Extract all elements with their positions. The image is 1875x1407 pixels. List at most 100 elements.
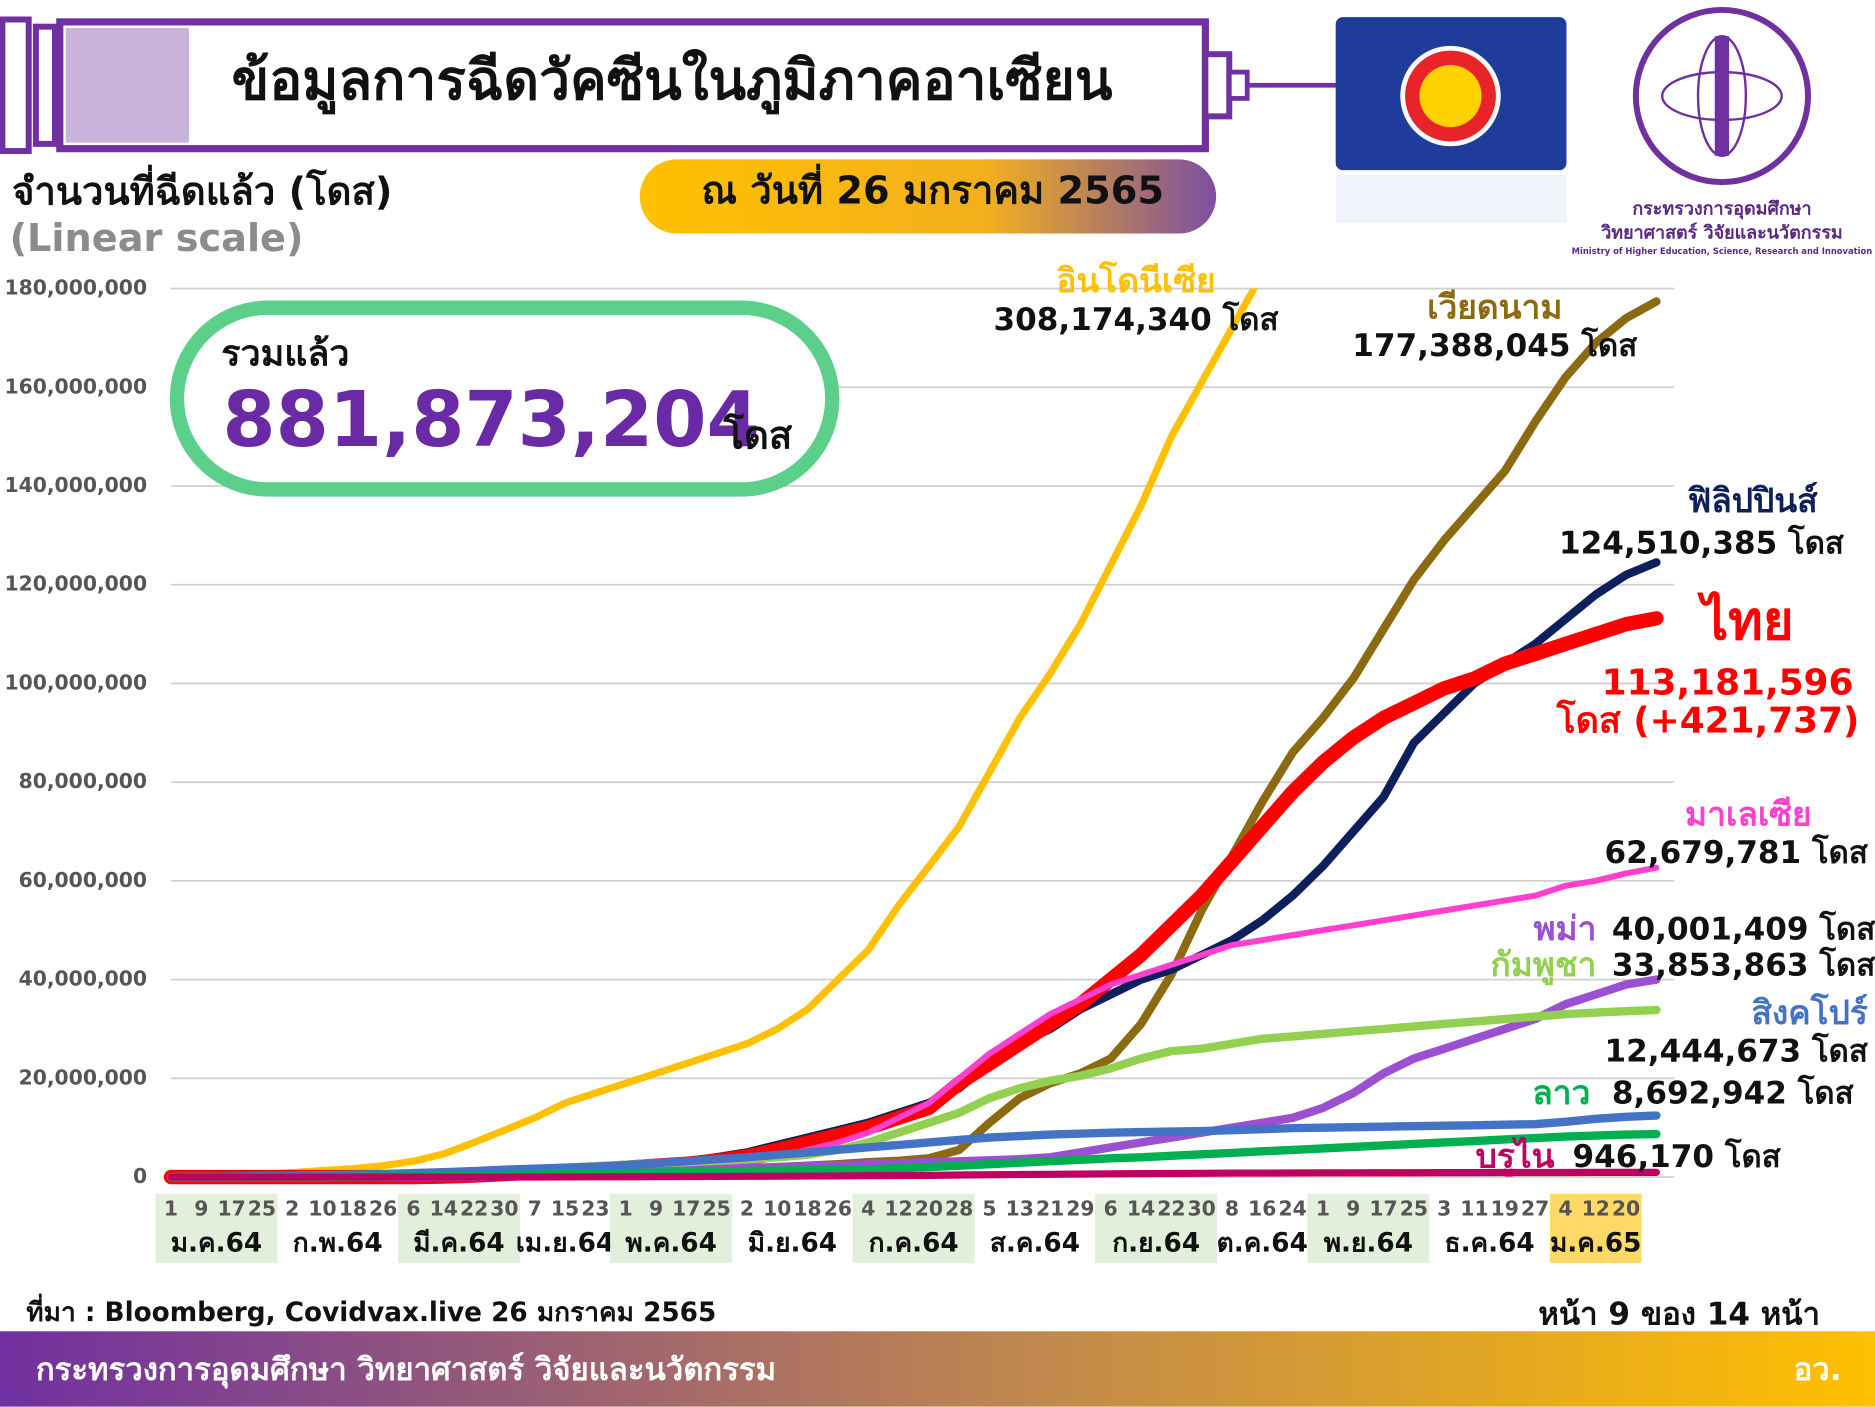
x-tick-label: 30 — [1188, 1196, 1216, 1220]
x-tick-label: 25 — [1400, 1196, 1428, 1220]
x-tick-label: 1 — [1316, 1196, 1330, 1220]
ministry-logo — [1632, 6, 1812, 186]
month-label: มี.ค.64 — [413, 1228, 505, 1258]
x-tick-label: 22 — [1157, 1196, 1185, 1220]
x-tick-label: 12 — [1582, 1196, 1610, 1220]
total-label: 62,679,781 โดส — [1605, 833, 1868, 871]
footer-text: กระทรวงการอุดมศึกษา วิทยาศาสตร์ วิจัยและ… — [36, 1352, 776, 1389]
month-band — [155, 1193, 278, 1264]
logo-text: วิทยาศาสตร์ วิจัยและนวัตกรรม — [1600, 222, 1842, 244]
x-tick-label: 8 — [1225, 1196, 1239, 1220]
x-tick-label: 10 — [308, 1196, 336, 1220]
month-label: ก.พ.64 — [293, 1228, 383, 1258]
series-line — [166, 1005, 1661, 1182]
y-tick-label: 100,000,000 — [4, 670, 147, 694]
month-band — [610, 1193, 733, 1264]
y-tick-label: 20,000,000 — [19, 1065, 148, 1089]
x-tick-label: 4 — [861, 1196, 875, 1220]
x-tick-label: 9 — [1346, 1196, 1360, 1220]
x-tick-label: 11 — [1460, 1196, 1488, 1220]
x-tick-label: 6 — [406, 1196, 420, 1220]
x-tick-label: 16 — [1248, 1196, 1276, 1220]
y-tick-label: 180,000,000 — [4, 276, 147, 300]
series-line — [167, 1168, 1660, 1181]
x-tick-label: 7 — [528, 1196, 542, 1220]
month-label: มิ.ย.64 — [748, 1228, 837, 1258]
x-tick-label: 26 — [369, 1196, 397, 1220]
month-band — [397, 1193, 520, 1264]
x-tick-label: 27 — [1521, 1196, 1549, 1220]
y-tick-label: 140,000,000 — [4, 473, 147, 497]
month-label: ม.ค.64 — [171, 1228, 263, 1258]
x-tick-label: 17 — [217, 1196, 245, 1220]
x-tick-label: 12 — [884, 1196, 912, 1220]
month-label: พ.ย.64 — [1324, 1228, 1413, 1258]
series-line — [163, 611, 1664, 1185]
x-tick-label: 13 — [1006, 1196, 1034, 1220]
x-tick-label: 23 — [581, 1196, 609, 1220]
total-unit: โดส — [722, 413, 792, 459]
legend-label: ไทย — [1697, 590, 1794, 652]
total-label: 308,174,340 โดส — [994, 300, 1279, 338]
x-tick-label: 24 — [1278, 1196, 1306, 1220]
syringe — [0, 16, 1337, 155]
series-line — [167, 288, 1259, 1181]
logo-text: กระทรวงการอุดมศึกษา — [1632, 199, 1811, 220]
total-title: รวมแล้ว — [221, 334, 349, 375]
total-label: 12,444,673 โดส — [1605, 1032, 1868, 1070]
plot: 0 20,000,000 40,000,000 60,000,000 80,000,00… — [4, 261, 1875, 1264]
month-label: ก.ย.64 — [1112, 1228, 1200, 1258]
x-tick-label: 2 — [285, 1196, 299, 1220]
month-label: ต.ค.64 — [1217, 1228, 1308, 1258]
x-tick-label: 21 — [1036, 1196, 1064, 1220]
x-tick-label: 20 — [915, 1196, 943, 1220]
y-tick-label: 40,000,000 — [19, 967, 148, 991]
series-group — [163, 288, 1664, 1185]
y-tick-label: 80,000,000 — [19, 769, 148, 793]
x-tick-label: 15 — [551, 1196, 579, 1220]
month-band — [1549, 1193, 1642, 1264]
month-label: ก.ค.64 — [869, 1228, 959, 1258]
footer-short: อว. — [1794, 1352, 1842, 1388]
y-tick-label: 120,000,000 — [4, 572, 147, 596]
x-tick-label: 29 — [1066, 1196, 1094, 1220]
x-tick-label: 10 — [763, 1196, 791, 1220]
x-tick-label: 25 — [702, 1196, 730, 1220]
total-label: 124,510,385 โดส — [1559, 523, 1844, 561]
legend-label: พม่า — [1533, 909, 1596, 948]
x-tick-label: 17 — [672, 1196, 700, 1220]
x-tick-label: 22 — [460, 1196, 488, 1220]
total-label: 8,692,942 โดส — [1612, 1074, 1854, 1112]
date-label: ณ วันที่ 26 มกราคม 2565 — [701, 163, 1163, 213]
month-band — [852, 1193, 975, 1264]
total-label: 40,001,409 โดส — [1612, 910, 1875, 948]
x-tick-label: 14 — [430, 1196, 458, 1220]
x-tick-label: 28 — [945, 1196, 973, 1220]
month-label: เม.ย.64 — [516, 1228, 614, 1258]
x-tick-label: 26 — [824, 1196, 852, 1220]
source: ที่มา : Bloomberg, Covidvax.live 26 มกรา… — [26, 1293, 716, 1328]
x-tick-label: 3 — [1437, 1196, 1451, 1220]
scale-label: (Linear scale) — [10, 216, 304, 261]
month-label: ม.ค.65 — [1550, 1228, 1642, 1258]
legend-label: เวียดนาม — [1427, 287, 1562, 326]
month-band — [1307, 1193, 1430, 1264]
legend-label: ฟิลิปปินส์ — [1687, 481, 1818, 520]
logo-text: Ministry of Higher Education, Science, R… — [1572, 246, 1873, 256]
y-tick-label: 0 — [133, 1164, 147, 1188]
x-tick-label: 5 — [982, 1196, 996, 1220]
total-label: 946,170 โดส — [1572, 1137, 1780, 1175]
x-tick-label: 18 — [339, 1196, 367, 1220]
y-axis-title: จำนวนที่ฉีดแล้ว (โดส) — [12, 165, 392, 215]
legend-label: สิงคโปร์ — [1751, 993, 1867, 1032]
total-label: 33,853,863 โดส — [1612, 946, 1875, 984]
x-tick-label: 20 — [1612, 1196, 1640, 1220]
x-tick-label: 25 — [248, 1196, 276, 1220]
x-tick-label: 4 — [1558, 1196, 1572, 1220]
month-label: พ.ค.64 — [625, 1228, 717, 1258]
legend-label: อินโดนีเซีย — [1056, 261, 1215, 300]
x-tick-label: 30 — [490, 1196, 518, 1220]
series-line — [166, 558, 1661, 1182]
x-tick-label: 14 — [1127, 1196, 1155, 1220]
